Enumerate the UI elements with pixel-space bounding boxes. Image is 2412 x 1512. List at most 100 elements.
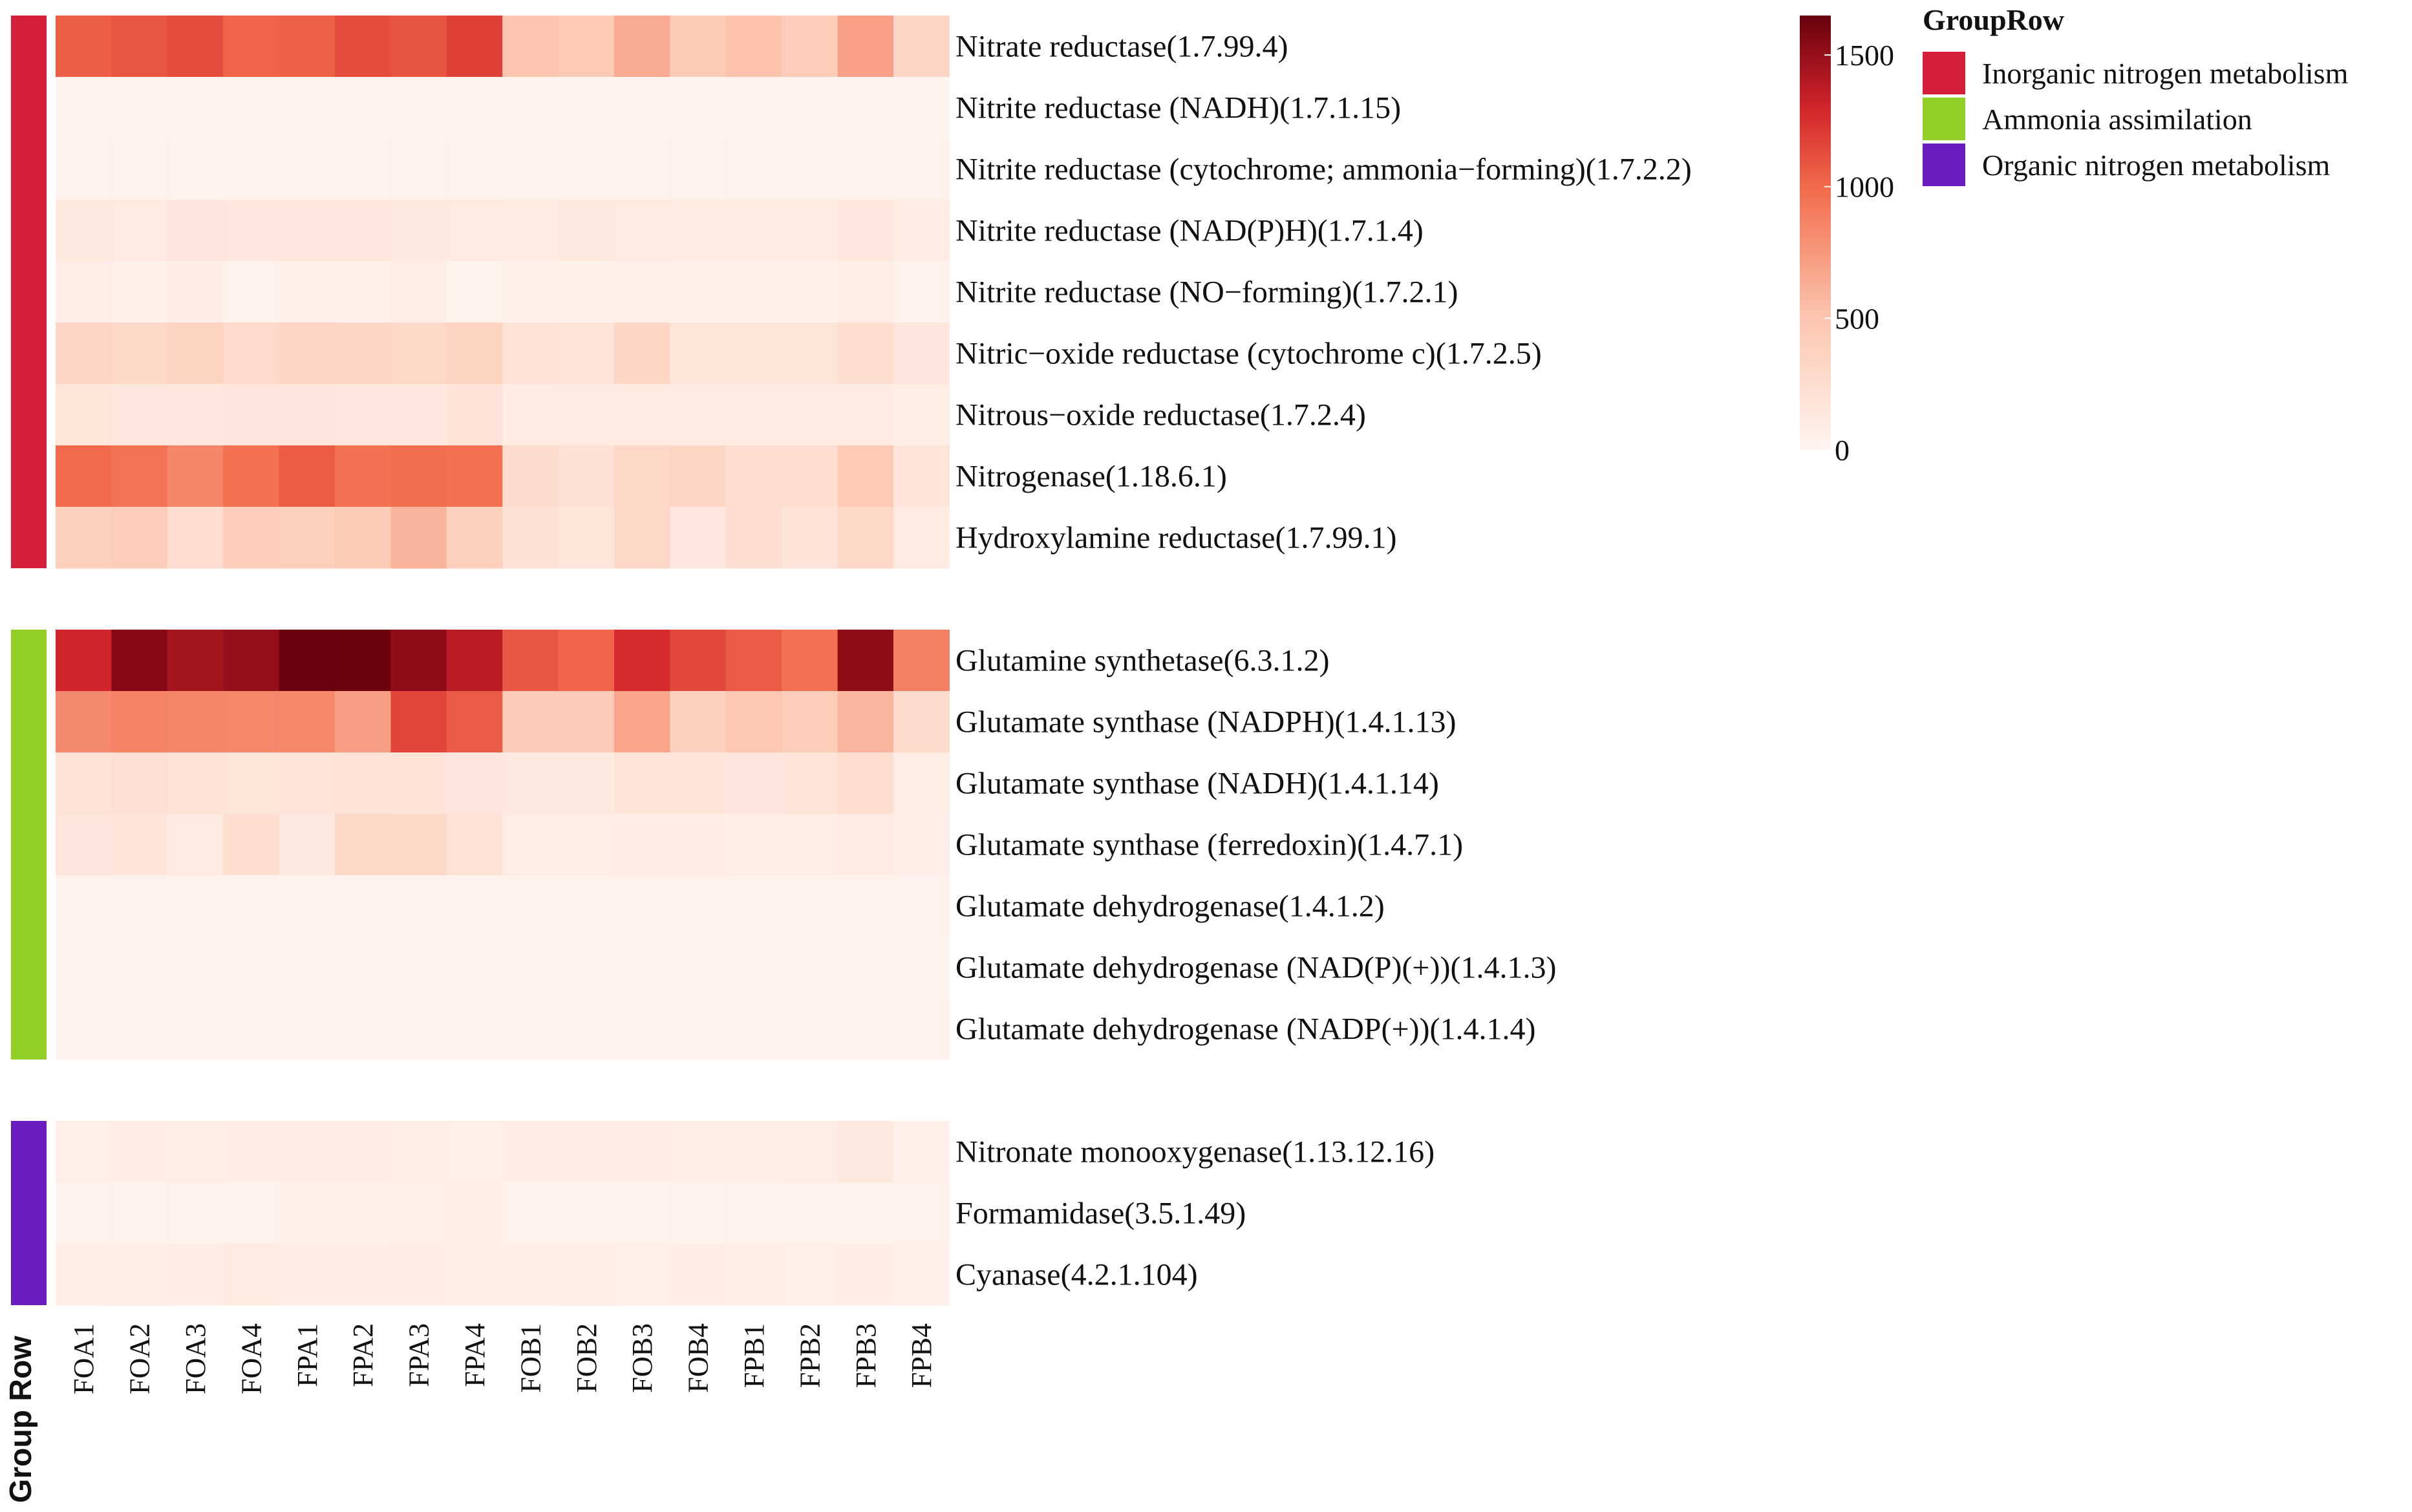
heatmap-cell — [502, 261, 559, 323]
heatmap-cell — [167, 445, 224, 507]
heatmap-cell — [837, 261, 894, 323]
heatmap-cell — [335, 998, 391, 1060]
heatmap-cell — [279, 691, 336, 753]
heatmap-cell — [390, 752, 447, 815]
heatmap-cell — [502, 445, 559, 507]
group-bar-segment — [11, 1121, 47, 1305]
heatmap-cell — [167, 77, 224, 139]
heatmap-cell — [167, 814, 224, 876]
heatmap-cell — [670, 384, 727, 446]
colorbar-gradient — [1800, 16, 1831, 450]
row-label: Glutamate dehydrogenase(1.4.1.2) — [955, 889, 1385, 924]
heatmap-cell — [167, 875, 224, 937]
heatmap-cell — [837, 138, 894, 200]
heatmap-cell — [279, 937, 336, 999]
column-label: FOB1 — [515, 1323, 546, 1393]
heatmap-cell — [279, 1244, 336, 1306]
heatmap-cell — [502, 875, 559, 937]
heatmap-cell — [837, 323, 894, 385]
heatmap-cell — [670, 445, 727, 507]
heatmap-cell — [335, 200, 391, 262]
heatmap-cell — [725, 445, 782, 507]
heatmap-cell — [390, 138, 447, 200]
heatmap-cell — [335, 384, 391, 446]
heatmap-cell — [56, 691, 112, 753]
heatmap-cell — [335, 323, 391, 385]
heatmap-cell — [725, 77, 782, 139]
row-label: Nitronate monooxygenase(1.13.12.16) — [955, 1135, 1435, 1169]
heatmap-cell — [111, 691, 168, 753]
heatmap-cell — [670, 691, 727, 753]
heatmap-cell — [782, 691, 838, 753]
heatmap-cell — [893, 1244, 950, 1306]
heatmap-cell — [390, 875, 447, 937]
heatmap-cell — [56, 937, 112, 999]
row-labels: Nitrate reductase(1.7.99.4) Nitrite reduc… — [955, 30, 1692, 1292]
heatmap-cell — [279, 261, 336, 323]
heatmap-cell — [837, 384, 894, 446]
heatmap-cell — [111, 814, 168, 876]
heatmap-cell — [446, 630, 503, 692]
heatmap-cell — [725, 691, 782, 753]
heatmap-cell — [502, 138, 559, 200]
heatmap-cell — [111, 384, 168, 446]
heatmap-cell — [558, 445, 615, 507]
heatmap-cell — [558, 507, 615, 569]
colorbar-tick-label: 1000 — [1835, 171, 1894, 204]
heatmap-cell — [335, 1121, 391, 1183]
heatmap-cell — [56, 200, 112, 262]
heatmap-cell — [725, 138, 782, 200]
heatmap-cell — [614, 261, 670, 323]
heatmap-cell — [837, 998, 894, 1060]
heatmap-cell — [558, 875, 615, 937]
heatmap-cell — [390, 200, 447, 262]
heatmap-cells — [56, 16, 950, 1306]
heatmap-cell — [782, 138, 838, 200]
heatmap-cell — [837, 1244, 894, 1306]
heatmap-cell — [670, 875, 727, 937]
group-bar-segment — [11, 630, 47, 1059]
heatmap-cell — [502, 998, 559, 1060]
heatmap-cell — [223, 1244, 280, 1306]
heatmap-cell — [56, 875, 112, 937]
column-label: FPB1 — [738, 1323, 770, 1388]
heatmap-cell — [111, 16, 168, 78]
row-label: Nitrate reductase(1.7.99.4) — [955, 30, 1288, 64]
heatmap-cell — [390, 814, 447, 876]
heatmap-cell — [223, 630, 280, 692]
heatmap-cell — [558, 998, 615, 1060]
heatmap-cell — [782, 1121, 838, 1183]
heatmap-cell — [558, 138, 615, 200]
heatmap-cell — [502, 16, 559, 78]
heatmap-cell — [56, 77, 112, 139]
heatmap-cell — [837, 752, 894, 815]
heatmap-cell — [837, 77, 894, 139]
heatmap-cell — [670, 937, 727, 999]
heatmap-cell — [167, 937, 224, 999]
heatmap-cell — [782, 937, 838, 999]
heatmap-cell — [502, 937, 559, 999]
column-label: FOA4 — [235, 1323, 267, 1394]
heatmap-cell — [670, 1244, 727, 1306]
heatmap-cell — [390, 77, 447, 139]
heatmap-cell — [446, 445, 503, 507]
row-label: Nitrite reductase (NAD(P)H)(1.7.1.4) — [955, 214, 1424, 248]
heatmap-cell — [782, 384, 838, 446]
heatmap-cell — [837, 1182, 894, 1244]
heatmap-cell — [614, 630, 670, 692]
heatmap-cell — [837, 630, 894, 692]
heatmap-cell — [614, 138, 670, 200]
heatmap-cell — [279, 998, 336, 1060]
heatmap-cell — [335, 691, 391, 753]
group-legend-items: Inorganic nitrogen metabolism Ammonia ass… — [1923, 52, 2349, 186]
heatmap-cell — [558, 1182, 615, 1244]
heatmap-cell — [390, 261, 447, 323]
heatmap-cell — [335, 1244, 391, 1306]
heatmap-cell — [893, 1121, 950, 1183]
heatmap-cell — [223, 77, 280, 139]
heatmap-cell — [558, 691, 615, 753]
row-label: Cyanase(4.2.1.104) — [955, 1258, 1198, 1292]
heatmap-cell — [614, 77, 670, 139]
heatmap-cell — [893, 200, 950, 262]
heatmap-cell — [279, 630, 336, 692]
